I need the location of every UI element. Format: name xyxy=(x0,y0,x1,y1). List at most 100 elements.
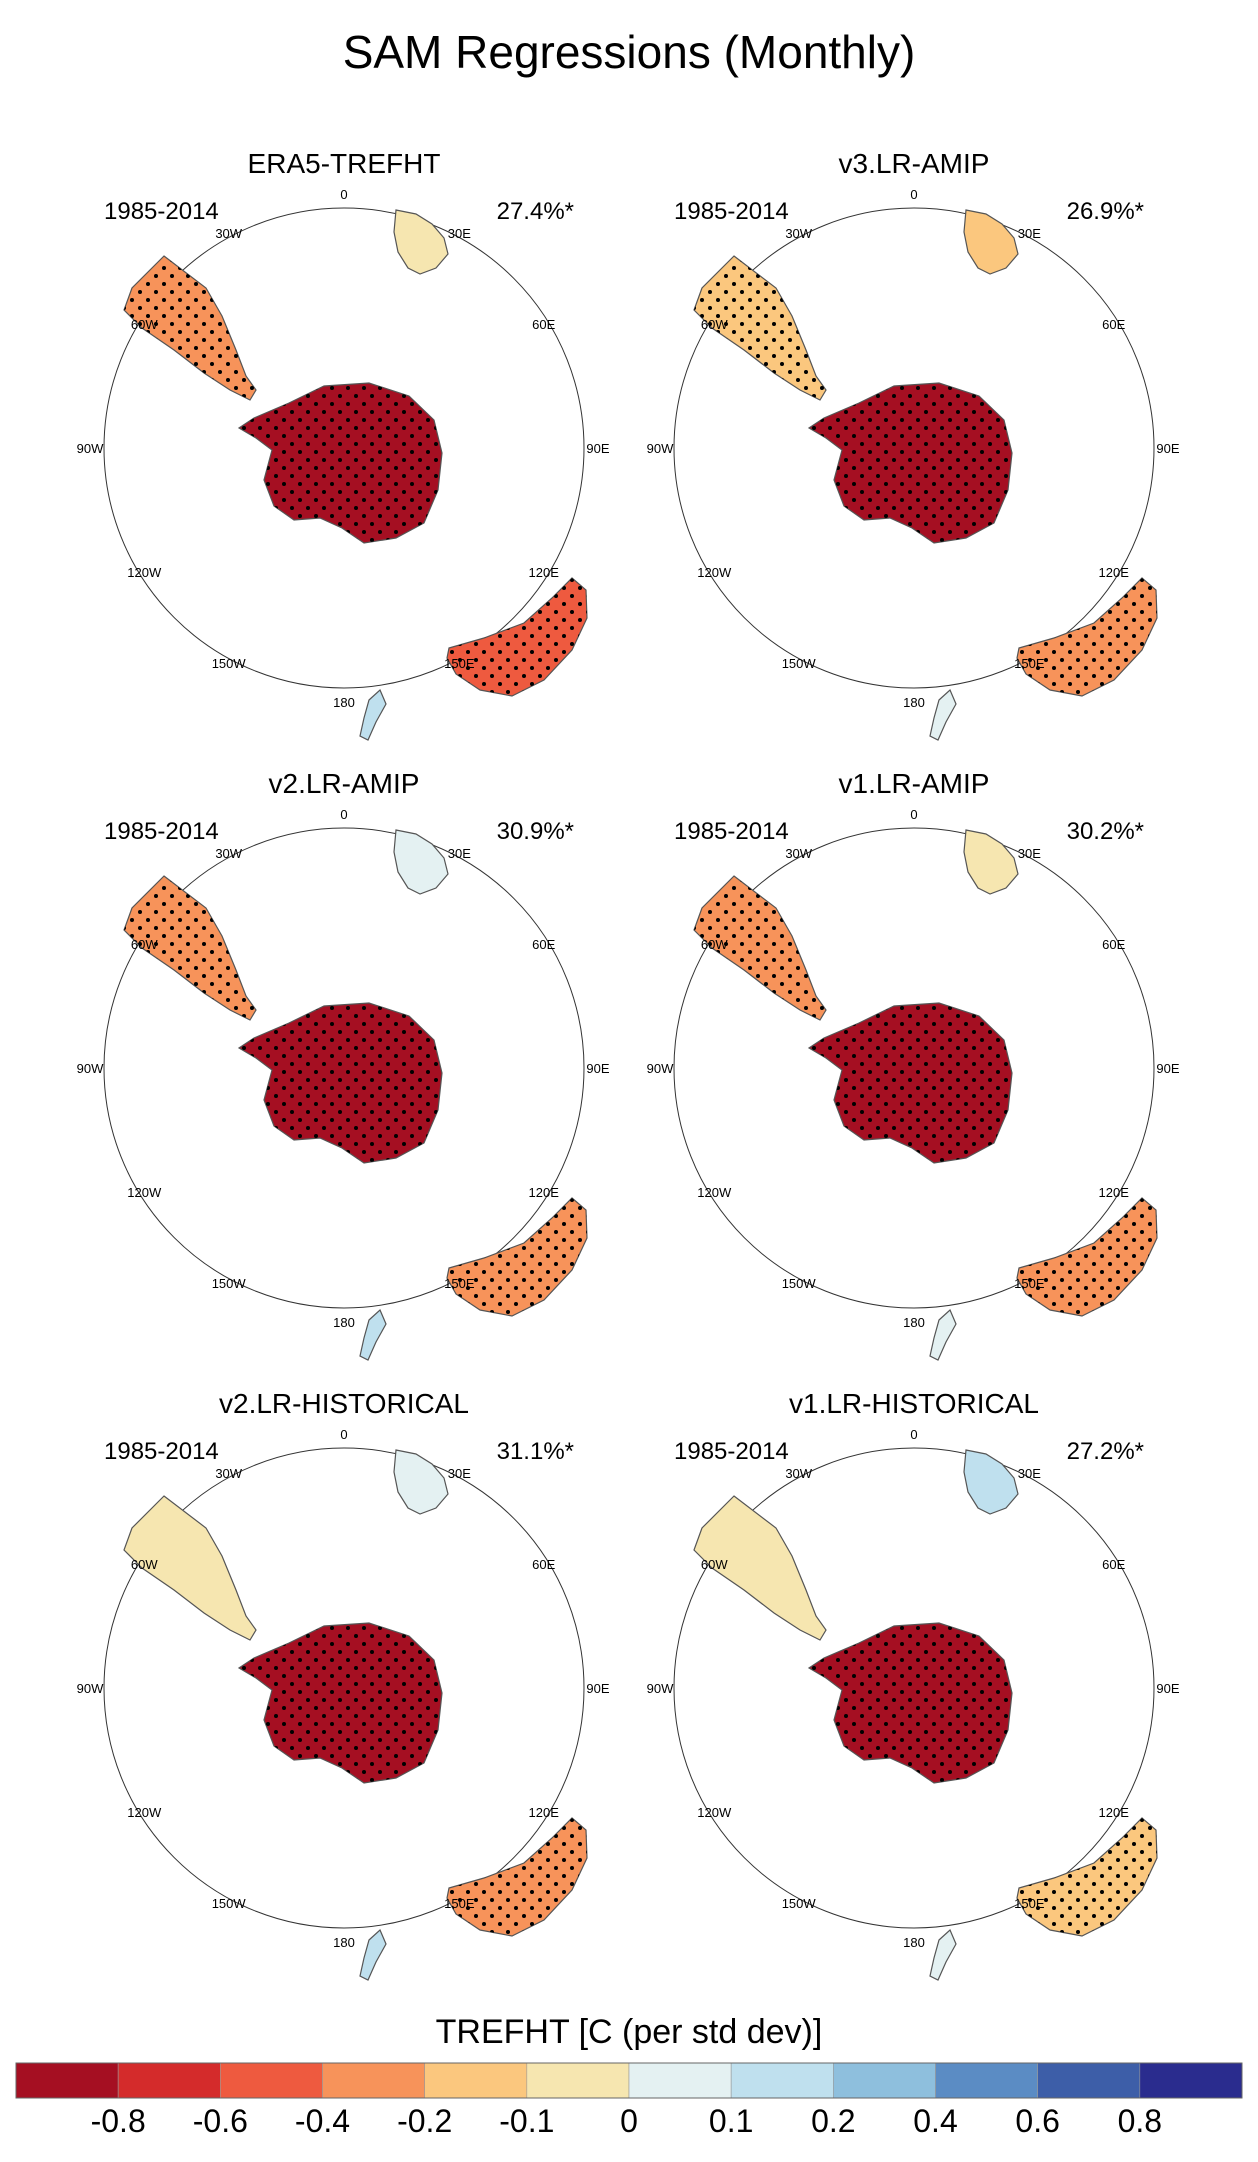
longitude-label: 120E xyxy=(1099,565,1130,580)
map-panel: v3.LR-AMIP 1985-2014 26.9%* 0 30E 60E 90E 120E 1… xyxy=(647,148,1180,741)
landmass-newZealand xyxy=(359,1928,387,1981)
longitude-label: 30W xyxy=(215,1466,242,1481)
longitude-label: 120W xyxy=(697,565,732,580)
colorbar-tick-label: 0.8 xyxy=(1118,2103,1162,2139)
longitude-label: 120E xyxy=(1099,1805,1130,1820)
landmass-africa xyxy=(393,829,449,895)
landmass-newZealand xyxy=(929,1308,957,1361)
landmasses xyxy=(693,829,1158,1361)
landmass-africa xyxy=(963,1449,1019,1515)
colorbar-swatch xyxy=(833,2062,936,2099)
colorbar-swatch xyxy=(1139,2062,1243,2099)
panel-variance-explained: 26.9%* xyxy=(1067,198,1144,225)
landmasses xyxy=(123,1449,588,1981)
longitude-label: 120W xyxy=(697,1185,732,1200)
colorbar-tick-label: 0.1 xyxy=(709,2103,753,2139)
longitude-label: 120W xyxy=(127,1185,162,1200)
longitude-label: 30E xyxy=(448,226,471,241)
colorbar-tick-label: 0.6 xyxy=(1015,2103,1059,2139)
longitude-label: 0 xyxy=(910,187,917,202)
longitude-label: 90W xyxy=(647,1681,674,1696)
longitude-label: 90W xyxy=(647,1061,674,1076)
panel-variance-explained: 30.2%* xyxy=(1067,818,1144,845)
panel-title: v1.LR-HISTORICAL xyxy=(789,1388,1039,1419)
longitude-label: 0 xyxy=(340,187,347,202)
longitude-label: 60W xyxy=(131,937,158,952)
longitude-label: 180 xyxy=(333,695,355,710)
longitude-label: 30E xyxy=(1018,1466,1041,1481)
longitude-label: 180 xyxy=(903,1315,925,1330)
longitude-label: 60W xyxy=(701,1557,728,1572)
panel-variance-explained: 30.9%* xyxy=(497,818,574,845)
longitude-label: 150W xyxy=(782,1896,817,1911)
figure-title: SAM Regressions (Monthly) xyxy=(343,26,916,78)
longitude-label: 30E xyxy=(448,846,471,861)
longitude-label: 180 xyxy=(903,695,925,710)
longitude-label: 30W xyxy=(215,226,242,241)
panel-title: v3.LR-AMIP xyxy=(839,148,990,179)
longitude-label: 60E xyxy=(532,317,555,332)
landmass-africa xyxy=(963,829,1019,895)
longitude-label: 30E xyxy=(1018,846,1041,861)
panel-variance-explained: 27.2%* xyxy=(1067,1438,1144,1465)
colorbar-tick-label: 0.2 xyxy=(811,2103,855,2139)
longitude-label: 150E xyxy=(1014,1276,1045,1291)
colorbar-swatch xyxy=(935,2062,1038,2099)
longitude-label: 150E xyxy=(444,1896,475,1911)
longitude-label: 60W xyxy=(701,937,728,952)
colorbar-frame xyxy=(15,2062,1243,2099)
longitude-label: 90E xyxy=(586,1061,609,1076)
panel-period: 1985-2014 xyxy=(674,1438,789,1465)
longitude-label: 0 xyxy=(910,807,917,822)
colorbar-tick-label: -0.1 xyxy=(499,2103,554,2139)
colorbar: TREFHT [C (per std dev)] -0.8 -0.6 -0.4 -0.… xyxy=(15,2013,1243,2139)
colorbar-swatch xyxy=(730,2062,834,2099)
colorbar-swatch xyxy=(117,2062,221,2099)
colorbar-label: TREFHT [C (per std dev)] xyxy=(436,2013,823,2051)
panel-title: v1.LR-AMIP xyxy=(839,768,990,799)
longitude-label: 30W xyxy=(215,846,242,861)
panel-period: 1985-2014 xyxy=(104,1438,219,1465)
significance-stippling xyxy=(447,1818,587,1936)
longitude-label: 90W xyxy=(77,1681,104,1696)
map-panel: ERA5-TREFHT 1985-2014 27.4%* 0 30E 60E 90E 120E… xyxy=(77,148,610,741)
landmasses xyxy=(693,209,1158,741)
longitude-label: 60E xyxy=(532,1557,555,1572)
longitude-label: 150W xyxy=(212,1896,247,1911)
colorbar-tick-label: -0.2 xyxy=(397,2103,452,2139)
panel-title: v2.LR-HISTORICAL xyxy=(219,1388,469,1419)
panel-period: 1985-2014 xyxy=(104,818,219,845)
significance-stippling xyxy=(694,876,826,1020)
significance-stippling xyxy=(694,256,826,400)
colorbar-tick-label: -0.6 xyxy=(193,2103,248,2139)
longitude-label: 180 xyxy=(333,1935,355,1950)
longitude-label: 0 xyxy=(340,1427,347,1442)
significance-stippling xyxy=(124,876,256,1020)
longitude-label: 150W xyxy=(212,656,247,671)
longitude-label: 30W xyxy=(785,846,812,861)
landmass-africa xyxy=(393,1449,449,1515)
panel-variance-explained: 31.1%* xyxy=(497,1438,574,1465)
significance-stippling xyxy=(239,383,442,543)
longitude-label: 120E xyxy=(529,1805,560,1820)
colorbar-tick-label: -0.4 xyxy=(295,2103,350,2139)
significance-stippling xyxy=(809,383,1012,543)
longitude-label: 150W xyxy=(782,656,817,671)
colorbar-swatch xyxy=(424,2062,528,2099)
map-panel: v1.LR-AMIP 1985-2014 30.2%* 0 30E 60E 90E 120E 1… xyxy=(647,768,1180,1361)
panel-period: 1985-2014 xyxy=(104,198,219,225)
significance-stippling xyxy=(239,1623,442,1783)
longitude-label: 90W xyxy=(647,441,674,456)
landmasses xyxy=(693,1449,1158,1981)
landmass-newZealand xyxy=(359,688,387,741)
landmasses xyxy=(123,209,588,741)
longitude-label: 150E xyxy=(444,656,475,671)
longitude-label: 90E xyxy=(1156,441,1179,456)
longitude-label: 30W xyxy=(785,226,812,241)
landmass-newZealand xyxy=(359,1308,387,1361)
longitude-label: 120W xyxy=(697,1805,732,1820)
longitude-label: 90E xyxy=(1156,1061,1179,1076)
landmasses xyxy=(123,829,588,1361)
landmass-africa xyxy=(393,209,449,275)
